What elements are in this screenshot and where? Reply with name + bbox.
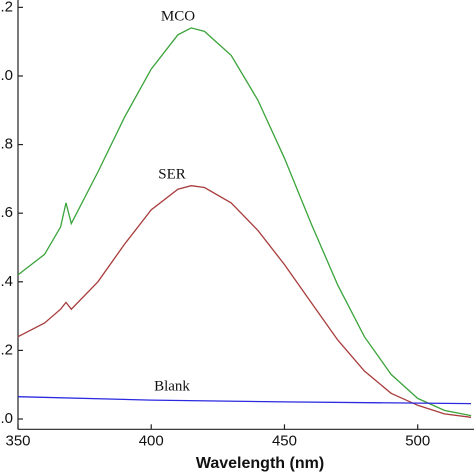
y-tick-label: 0.8 bbox=[0, 136, 13, 153]
series-line bbox=[17, 185, 472, 418]
plot-area: 0.0 0.2 0.4 0.6 0.8 1.0 1.2 350 400 450 500 bbox=[0, 0, 474, 449]
y-tick-label: 1.2 bbox=[0, 0, 13, 15]
x-tick-label: 350 bbox=[5, 432, 30, 449]
series-line bbox=[17, 396, 472, 405]
y-tick-label: 0.2 bbox=[0, 341, 13, 358]
x-tick-label: 450 bbox=[272, 432, 297, 449]
series-line bbox=[17, 27, 472, 417]
y-tick-label: 1.0 bbox=[0, 67, 13, 84]
x-tick-label: 500 bbox=[405, 432, 430, 449]
annotation: MCO bbox=[161, 8, 195, 24]
annotation: Blank bbox=[154, 378, 190, 394]
y-tick-label: 0.4 bbox=[0, 273, 13, 290]
y-tick-label: 0.0 bbox=[0, 410, 13, 427]
y-tick-label: 0.6 bbox=[0, 204, 13, 221]
x-tick-label: 400 bbox=[139, 432, 164, 449]
x-axis-label: Wavelength (nm) bbox=[196, 455, 324, 472]
annotation: SER bbox=[158, 166, 186, 182]
